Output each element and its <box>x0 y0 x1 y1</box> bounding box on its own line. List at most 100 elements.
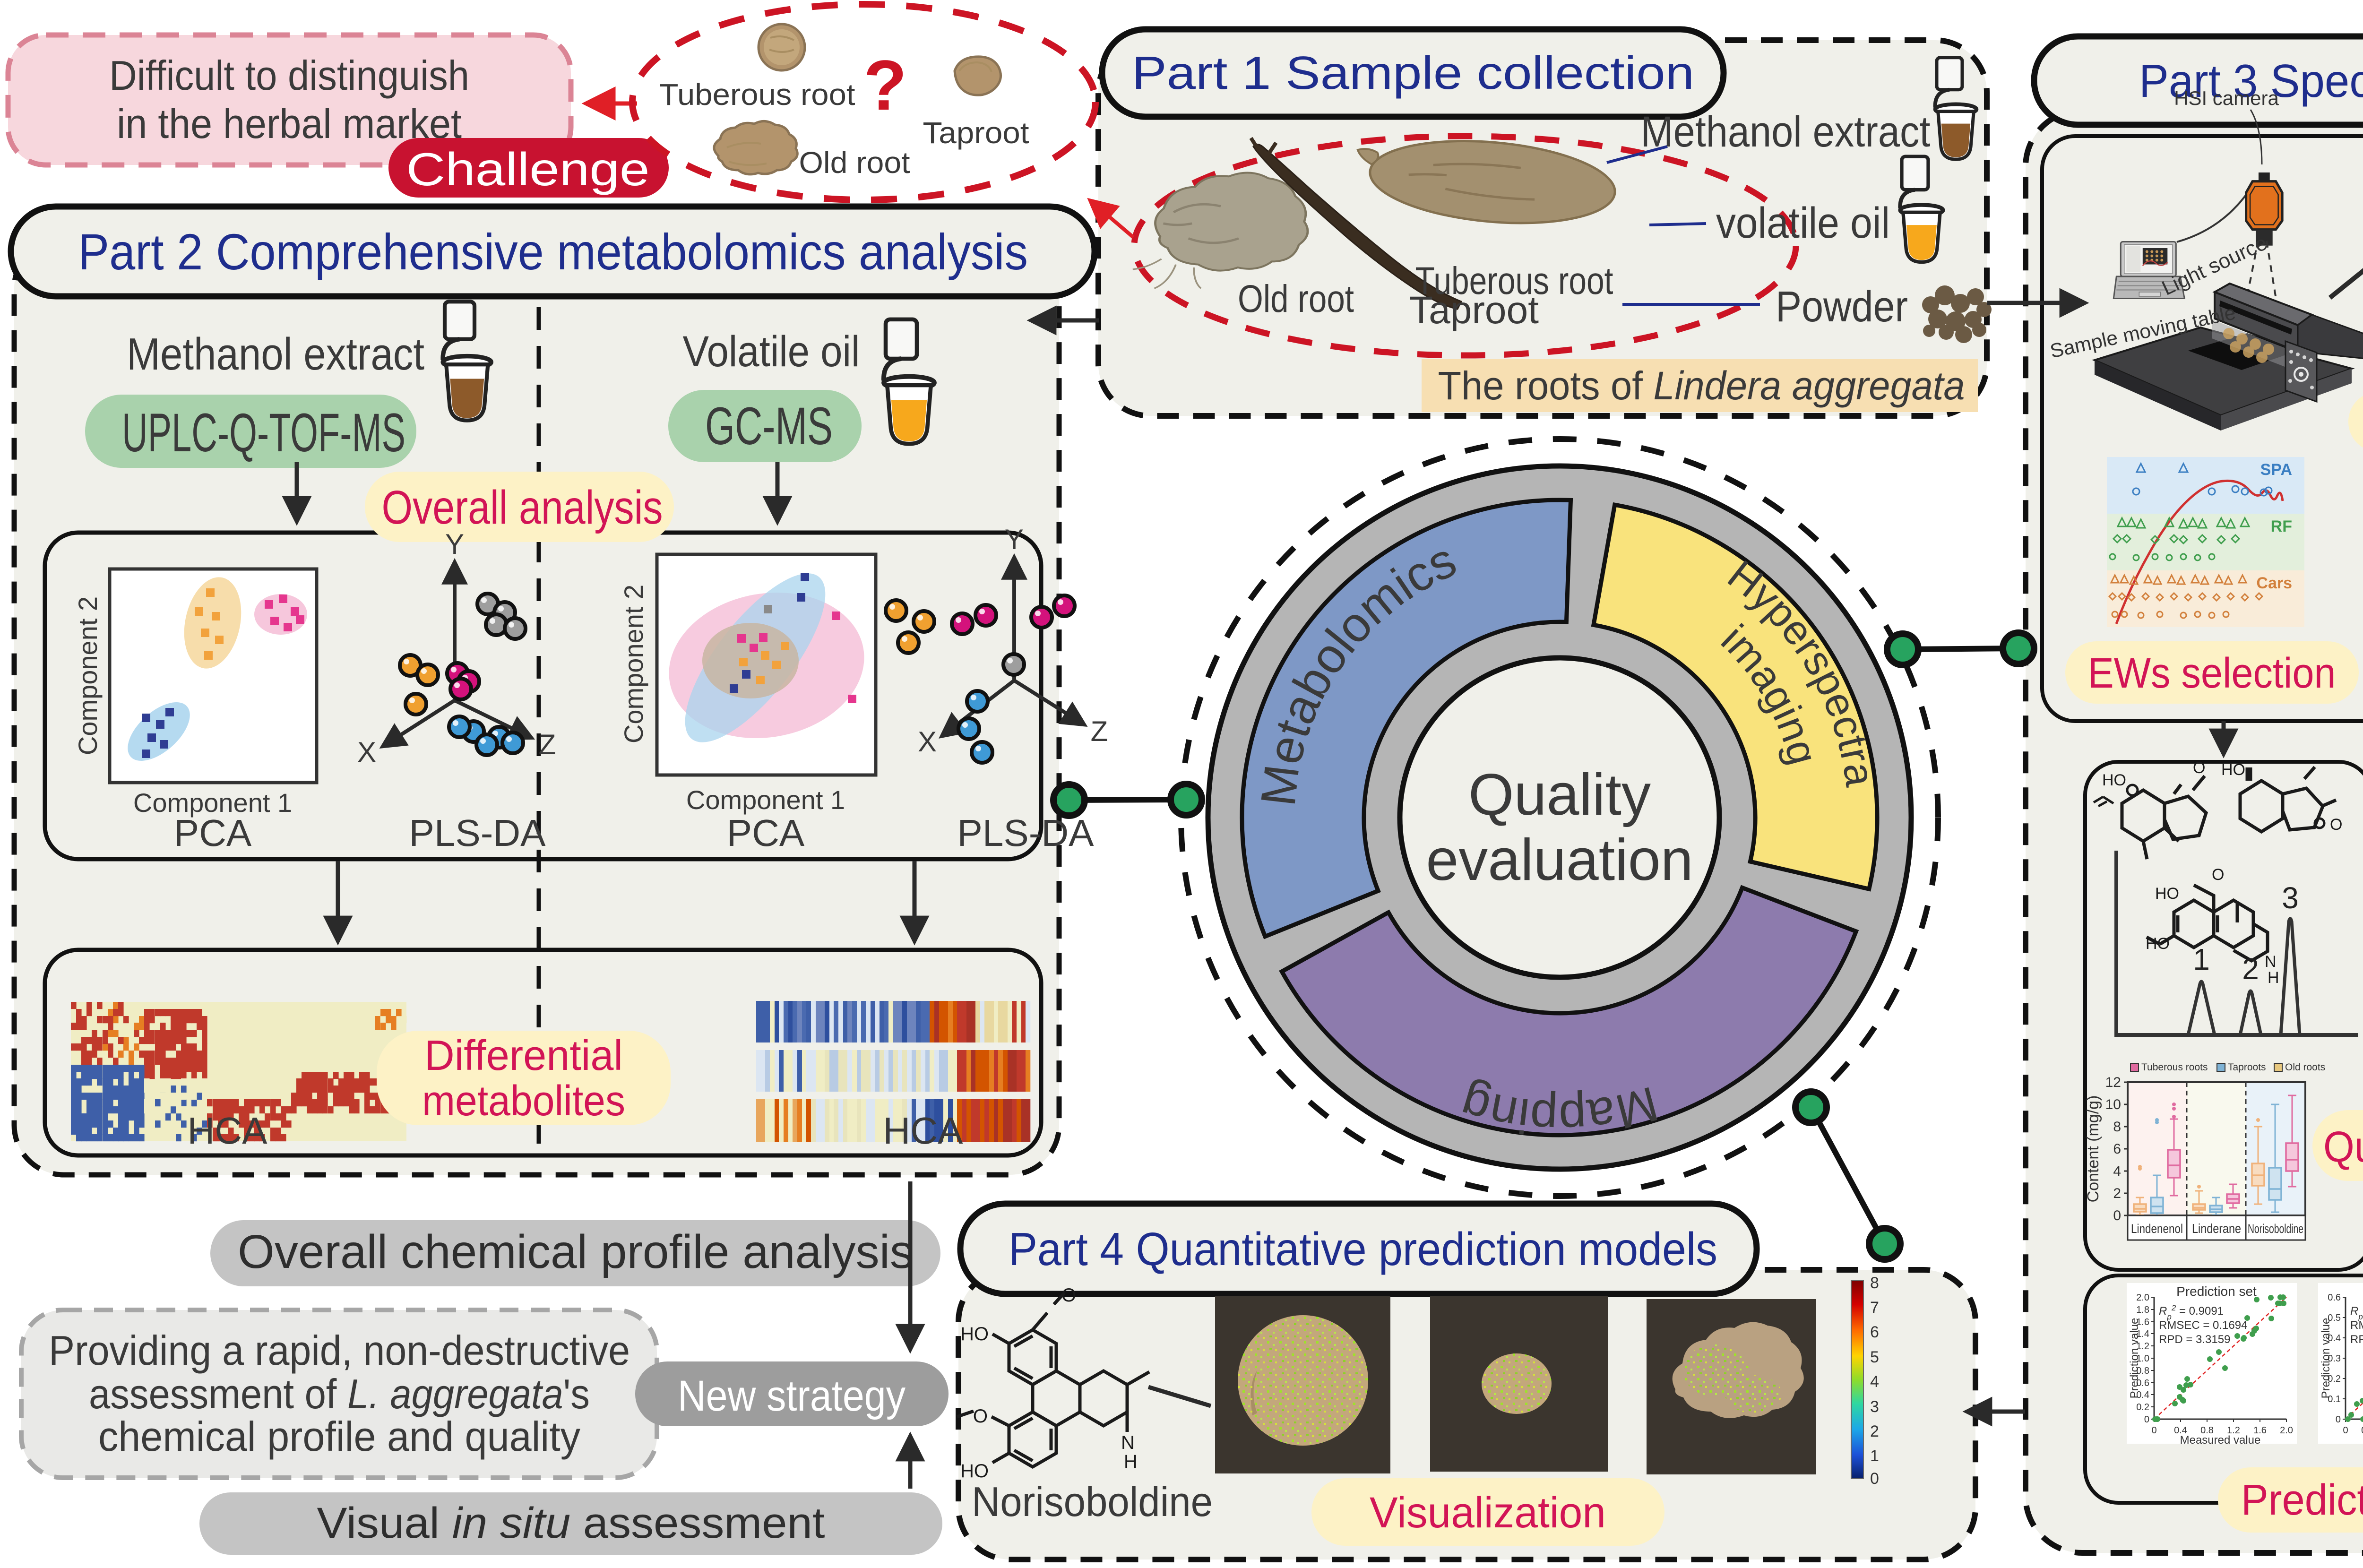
svg-text:0: 0 <box>2144 1414 2149 1425</box>
svg-text:6: 6 <box>1870 1323 1879 1341</box>
svg-text:The roots of Lindera aggregata: The roots of Lindera aggregata <box>1438 363 1965 408</box>
svg-text:N: N <box>1121 1432 1135 1453</box>
svg-text:Prediction value: Prediction value <box>2320 1318 2332 1399</box>
svg-text:0: 0 <box>2343 1425 2348 1436</box>
svg-text:0.4: 0.4 <box>2136 1390 2149 1400</box>
svg-text:Part 4 Quantitative prediction: Part 4 Quantitative prediction models <box>1009 1223 1717 1275</box>
svg-text:2.0: 2.0 <box>2136 1292 2149 1303</box>
svg-text:Overall chemical profile analy: Overall chemical profile analysis <box>238 1225 914 1278</box>
svg-text:1: 1 <box>1870 1447 1879 1465</box>
svg-text:Tuberous root: Tuberous root <box>659 78 855 112</box>
svg-text:Component 2: Component 2 <box>73 596 103 755</box>
svg-text:4: 4 <box>2113 1163 2121 1179</box>
svg-text:O: O <box>2193 759 2205 777</box>
svg-text:HCA: HCA <box>883 1110 964 1152</box>
svg-text:Y: Y <box>1005 524 1024 555</box>
svg-text:0: 0 <box>1870 1470 1879 1488</box>
svg-text:0.2: 0.2 <box>2328 1374 2341 1384</box>
svg-text:Taproot: Taproot <box>923 116 1029 150</box>
svg-text:RPD = 2.9011: RPD = 2.9011 <box>2350 1333 2363 1346</box>
svg-text:Y: Y <box>445 528 464 560</box>
svg-text:Part 2 Comprehensive metabolom: Part 2 Comprehensive metabolomics analys… <box>78 223 1028 280</box>
svg-text:Component 1: Component 1 <box>133 788 292 818</box>
svg-text:N: N <box>2265 953 2277 971</box>
svg-text:Part 3 Spectral analysis: Part 3 Spectral analysis <box>2139 55 2363 107</box>
svg-text:Lindenenol: Lindenenol <box>2131 1222 2183 1236</box>
svg-text:1.4: 1.4 <box>2136 1329 2149 1339</box>
svg-text:0.8: 0.8 <box>2136 1366 2149 1376</box>
svg-text:PCA: PCA <box>727 812 805 854</box>
svg-text:Component 2: Component 2 <box>619 585 648 743</box>
svg-text:0.6: 0.6 <box>2136 1378 2149 1388</box>
svg-text:Tuberous root: Tuberous root <box>1415 259 1613 302</box>
svg-text:Quality: Quality <box>1468 762 1651 827</box>
svg-text:RMSEC = 0.0529: RMSEC = 0.0529 <box>2350 1319 2363 1332</box>
svg-text:0.3: 0.3 <box>2328 1353 2341 1364</box>
svg-text:0.2: 0.2 <box>2136 1402 2149 1413</box>
svg-text:Tuberous roots: Tuberous roots <box>2141 1062 2208 1073</box>
svg-text:PLS-DA: PLS-DA <box>957 812 1095 854</box>
svg-text:Old root: Old root <box>1238 277 1354 320</box>
svg-text:Component 1: Component 1 <box>686 785 845 815</box>
svg-text:12: 12 <box>2105 1075 2121 1090</box>
svg-text:PCA: PCA <box>174 812 252 854</box>
svg-text:1: 1 <box>2193 942 2210 976</box>
svg-text:Methanol extract: Methanol extract <box>127 329 424 379</box>
svg-text:1.2: 1.2 <box>2136 1341 2149 1352</box>
svg-text:HO: HO <box>2146 935 2170 953</box>
svg-text:metabolites: metabolites <box>422 1077 625 1125</box>
svg-text:8: 8 <box>1870 1274 1879 1292</box>
svg-text:10: 10 <box>2105 1097 2121 1112</box>
svg-text:1.2: 1.2 <box>2227 1425 2240 1436</box>
svg-text:2.0: 2.0 <box>2280 1425 2293 1436</box>
svg-text:HO: HO <box>2102 771 2126 789</box>
svg-text:Part 1 Sample collection: Part 1 Sample collection <box>1132 47 1694 99</box>
svg-text:Linderane: Linderane <box>2192 1221 2241 1236</box>
svg-text:4: 4 <box>1870 1373 1879 1391</box>
svg-text:Visualization: Visualization <box>1370 1489 1606 1537</box>
svg-text:8: 8 <box>2113 1119 2121 1135</box>
svg-text:Volatile oil: Volatile oil <box>683 327 860 376</box>
svg-text:Overall analysis: Overall analysis <box>382 481 663 534</box>
svg-text:Difficult to distinguish: Difficult to distinguish <box>109 52 469 99</box>
svg-text:0: 0 <box>2113 1208 2121 1223</box>
svg-text:0.5: 0.5 <box>2328 1313 2341 1323</box>
svg-text:1.8: 1.8 <box>2136 1305 2149 1315</box>
svg-text:0: 0 <box>2151 1425 2156 1436</box>
svg-text:2: 2 <box>2242 952 2259 986</box>
svg-text:PLS-DA: PLS-DA <box>409 812 546 854</box>
svg-text:Differential: Differential <box>424 1032 623 1079</box>
svg-text:5: 5 <box>1870 1348 1879 1366</box>
svg-text:Providing a rapid, non-destruc: Providing a rapid, non-destructive <box>49 1327 630 1374</box>
svg-text:SPA: SPA <box>2260 461 2292 479</box>
svg-text:X: X <box>357 736 376 768</box>
svg-text:in the herbal market: in the herbal market <box>117 100 462 147</box>
svg-text:HO: HO <box>2155 885 2179 903</box>
svg-text:3: 3 <box>2282 881 2299 915</box>
svg-text:Old root: Old root <box>799 146 910 180</box>
svg-text:Quantitative analysis: Quantitative analysis <box>2323 1123 2363 1171</box>
svg-text:Powder: Powder <box>1776 283 1908 331</box>
svg-text:O: O <box>2330 816 2342 834</box>
svg-text:Norisoboldine: Norisoboldine <box>2248 1222 2303 1236</box>
svg-text:Norisoboldine: Norisoboldine <box>972 1478 1213 1525</box>
svg-text:chemical profile and quality: chemical profile and quality <box>98 1413 580 1460</box>
svg-text:New strategy: New strategy <box>678 1372 906 1420</box>
svg-text:UPLC-Q-TOF-MS: UPLC-Q-TOF-MS <box>122 403 405 463</box>
svg-text:Measured value: Measured value <box>2180 1434 2261 1447</box>
svg-text:X: X <box>918 726 937 758</box>
svg-text:7: 7 <box>1870 1299 1879 1317</box>
svg-text:Visual in situ assessment: Visual in situ assessment <box>317 1499 825 1547</box>
svg-text:Prediction value: Prediction value <box>2128 1318 2141 1399</box>
svg-text:2: 2 <box>2113 1186 2121 1201</box>
svg-text:O: O <box>2212 866 2224 884</box>
svg-text:evaluation: evaluation <box>1426 827 1693 893</box>
svg-text:HO: HO <box>960 1324 989 1344</box>
svg-text:0: 0 <box>2336 1414 2341 1425</box>
svg-text:HSI camera: HSI camera <box>2174 87 2279 109</box>
svg-text:1.6: 1.6 <box>2253 1425 2267 1436</box>
svg-text:Challenge: Challenge <box>406 143 650 195</box>
svg-text:1.6: 1.6 <box>2136 1317 2149 1327</box>
svg-text:O: O <box>1061 1285 1076 1306</box>
svg-text:0.4: 0.4 <box>2174 1425 2187 1436</box>
